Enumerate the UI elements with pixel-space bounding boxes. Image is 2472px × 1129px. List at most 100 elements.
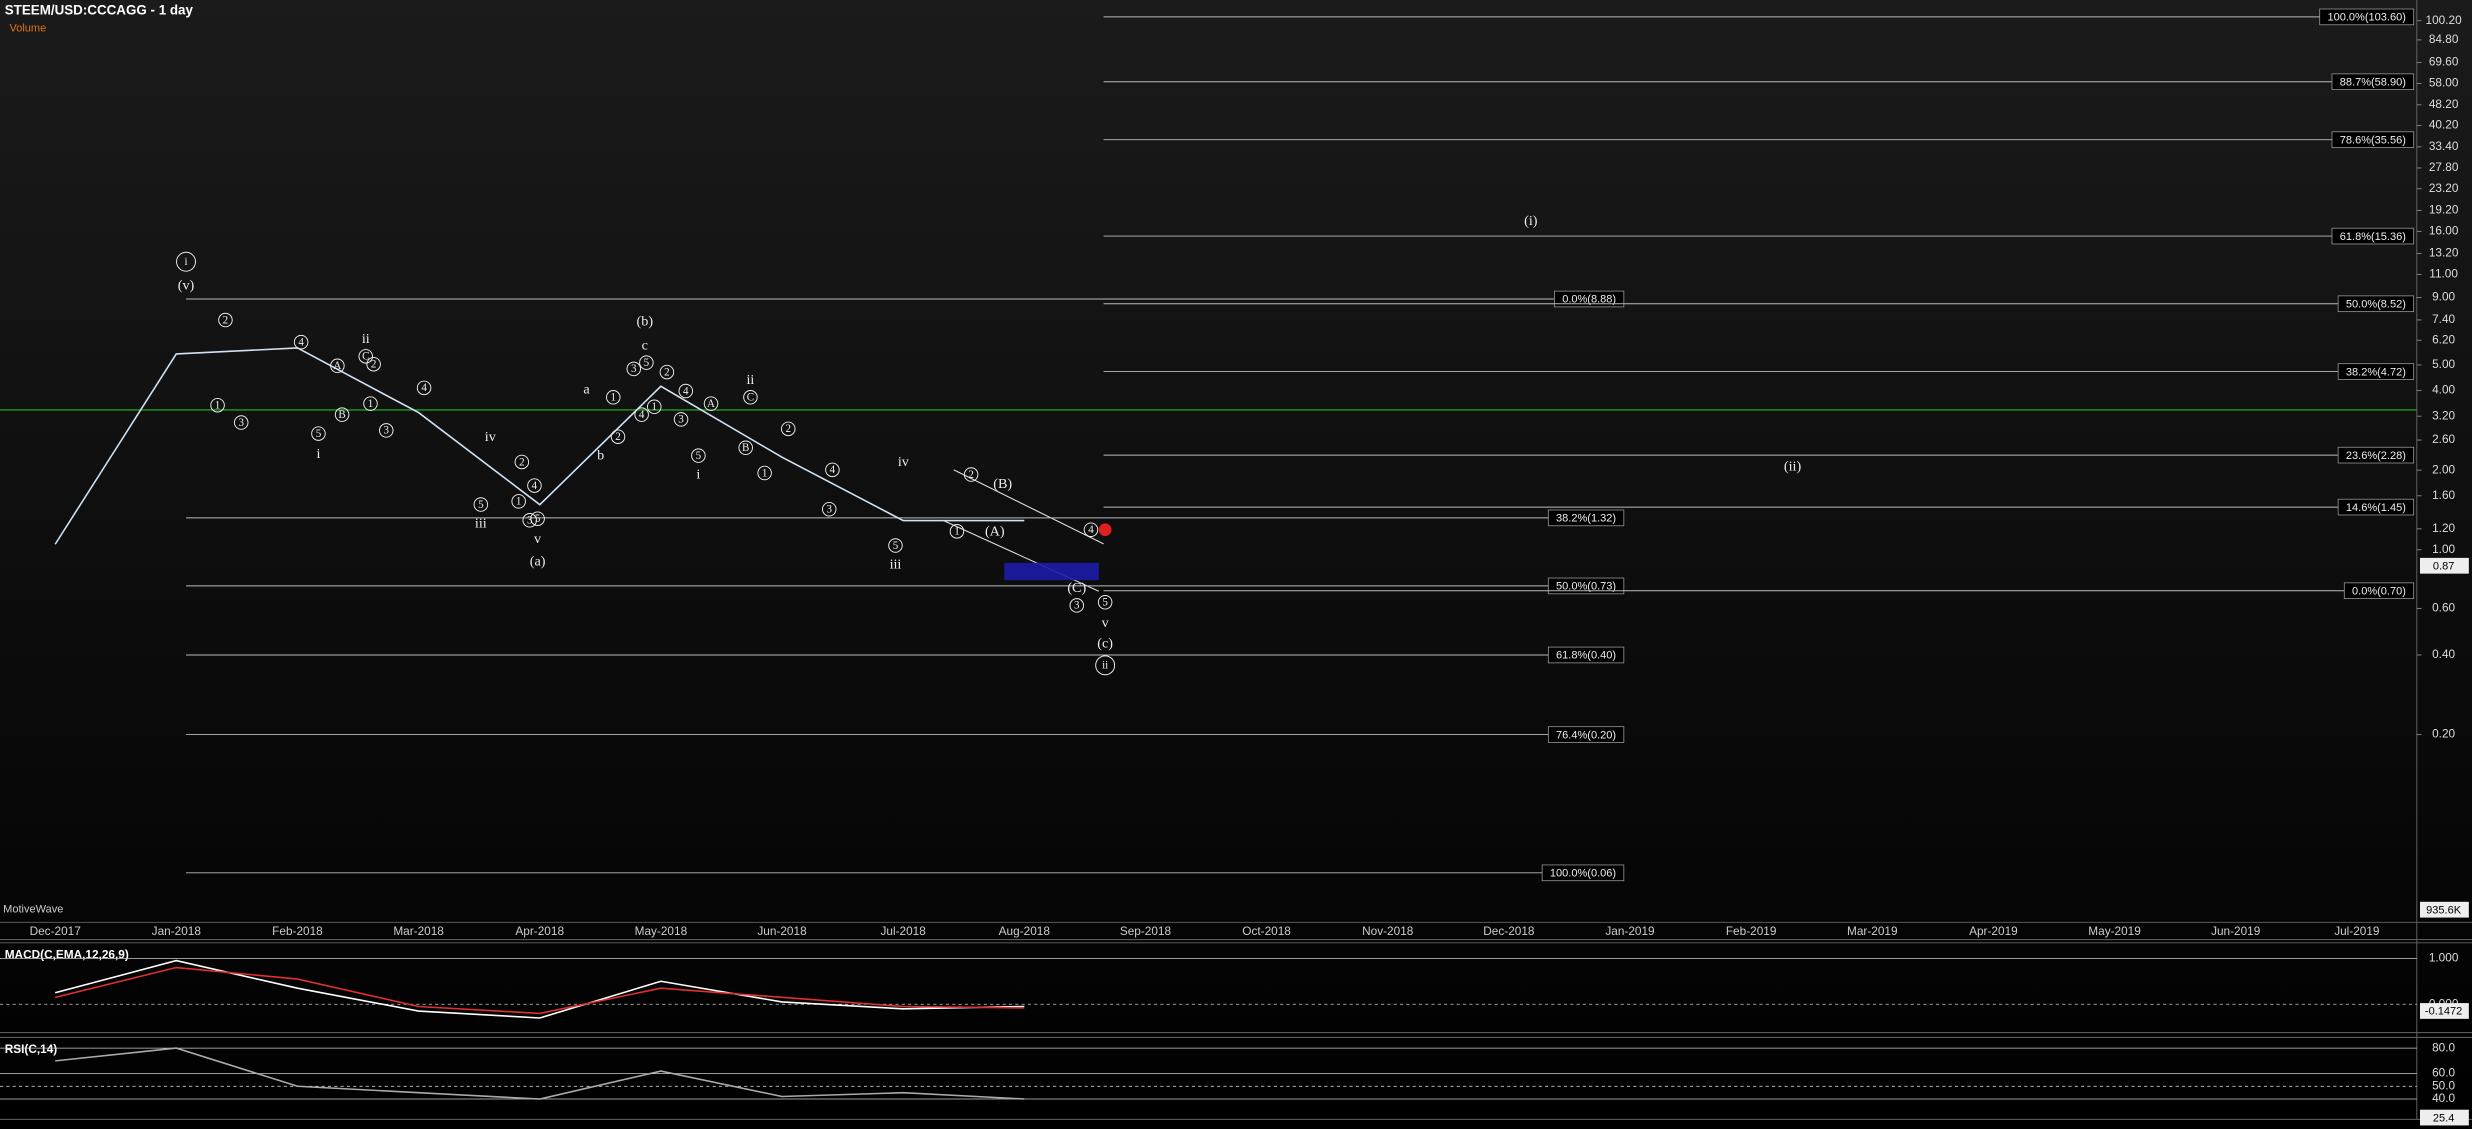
y-tick-label: 16.00	[2429, 224, 2459, 238]
wave-label: iv	[485, 429, 497, 445]
wave-label: 2	[968, 469, 974, 481]
fib-label: 61.8%(15.36)	[2340, 231, 2406, 243]
fib-label-box	[2343, 582, 2415, 599]
wave-label: 4	[1088, 524, 1094, 536]
wave-label: 1	[954, 526, 960, 538]
y-tick-label: 1.60	[2432, 488, 2455, 502]
wave-circle	[210, 397, 225, 413]
wave-label: 1	[516, 496, 522, 508]
wave-label: 5	[316, 428, 322, 440]
wave-circle	[378, 423, 394, 438]
wave-label: C	[362, 351, 369, 363]
wave-label: 4	[532, 480, 538, 492]
wave-circle	[522, 513, 537, 528]
wave-label: 1	[215, 400, 221, 412]
y-tick-label: 9.00	[2432, 290, 2455, 304]
wave-label: (ii)	[1784, 459, 1802, 475]
fib-label: 100.0%(0.06)	[1550, 868, 1616, 880]
wave-circle	[527, 478, 542, 493]
trend-line	[953, 469, 1104, 545]
wave-label: (c)	[1097, 635, 1113, 651]
wave-label: 2	[786, 423, 792, 435]
wave-label: 3	[631, 363, 637, 375]
y-tick-label: 0.40	[2432, 647, 2455, 661]
last-value: -0.1472	[2425, 1006, 2462, 1018]
wave-circle	[639, 355, 654, 370]
wave-label: (v)	[178, 277, 195, 293]
wave-label: 2	[664, 366, 670, 378]
wave-label: 5	[478, 499, 484, 511]
wave-circle	[330, 358, 345, 374]
wave-label: 5	[644, 357, 650, 369]
wave-circle	[1097, 595, 1113, 610]
wave-circle	[888, 538, 903, 553]
y-tick-label: 1.000	[2429, 951, 2459, 965]
wave-circle	[1069, 598, 1085, 613]
wave-label: v	[534, 531, 542, 547]
fib-label-box	[1554, 290, 1625, 308]
wave-circle	[334, 407, 350, 422]
fib-label: 23.6%(2.28)	[2346, 450, 2406, 462]
wave-label: ii	[362, 331, 370, 347]
fib-label: 50.0%(8.52)	[2346, 298, 2406, 310]
wave-label: iii	[475, 515, 487, 531]
y-tick-label: 3.20	[2432, 408, 2455, 422]
fib-label-box	[1547, 509, 1625, 527]
last-value: 0.87	[2433, 560, 2454, 572]
fib-label-box	[2337, 498, 2415, 516]
watermark: MotiveWave	[3, 904, 63, 916]
y-tick-label: 40.20	[2429, 118, 2459, 132]
wave-circle	[647, 399, 662, 415]
wave-circle	[511, 494, 526, 509]
wave-label: 2	[223, 314, 229, 326]
wave-label: v	[1102, 615, 1110, 631]
fib-label-box	[1547, 726, 1625, 743]
wave-label: 2	[519, 456, 525, 468]
wave-label: 5	[696, 450, 702, 462]
wave-circle	[293, 334, 309, 350]
x-tick-label: Jan-2019	[1605, 924, 1655, 938]
wave-label: 3	[1074, 600, 1080, 612]
wave-circle	[949, 524, 965, 539]
fib-label: 14.6%(1.45)	[2346, 502, 2406, 514]
y-tick-label: 80.0	[2432, 1040, 2455, 1054]
x-tick-label: Mar-2019	[1847, 924, 1898, 938]
y-tick-label: 19.20	[2429, 203, 2459, 217]
fib-label: 0.0%(0.70)	[2352, 585, 2406, 597]
wave-label: B	[338, 409, 345, 421]
y-tick-label: 69.60	[2429, 55, 2459, 69]
fib-label: 61.8%(0.40)	[1556, 650, 1616, 662]
wave-circle	[626, 361, 642, 377]
wave-label: 5	[535, 513, 541, 525]
y-tick-label: 7.40	[2432, 312, 2455, 326]
y-tick-label: 2.60	[2432, 432, 2455, 446]
value-box	[2419, 1003, 2469, 1019]
wave-label: (A)	[985, 523, 1005, 539]
x-tick-label: Apr-2018	[515, 924, 564, 938]
fib-label: 78.6%(35.56)	[2340, 134, 2406, 146]
x-tick-label: Aug-2018	[999, 924, 1051, 938]
wave-label: 3	[678, 414, 684, 426]
value-box	[2419, 1109, 2469, 1126]
x-tick-label: Jun-2019	[2211, 924, 2261, 938]
y-tick-label: 5.00	[2432, 357, 2455, 371]
x-tick-label: Jul-2019	[2334, 924, 2380, 938]
wave-label: 4	[421, 382, 427, 394]
fib-label-box	[2331, 73, 2415, 91]
y-tick-label: 0.20	[2432, 727, 2455, 741]
wave-label: i	[316, 446, 320, 462]
wave-label: 1	[368, 398, 374, 410]
fib-label: 100.0%(103.60)	[2327, 12, 2405, 24]
wave-circle	[738, 440, 753, 456]
y-tick-label: 27.80	[2429, 160, 2459, 174]
wave-label: ii	[746, 372, 754, 388]
wave-label: iv	[898, 454, 910, 470]
indicator-line	[54, 966, 1025, 1015]
wave-circle	[743, 390, 758, 405]
wave-circle	[473, 497, 489, 512]
value-box	[2419, 557, 2469, 574]
x-tick-label: Dec-2017	[30, 924, 81, 938]
